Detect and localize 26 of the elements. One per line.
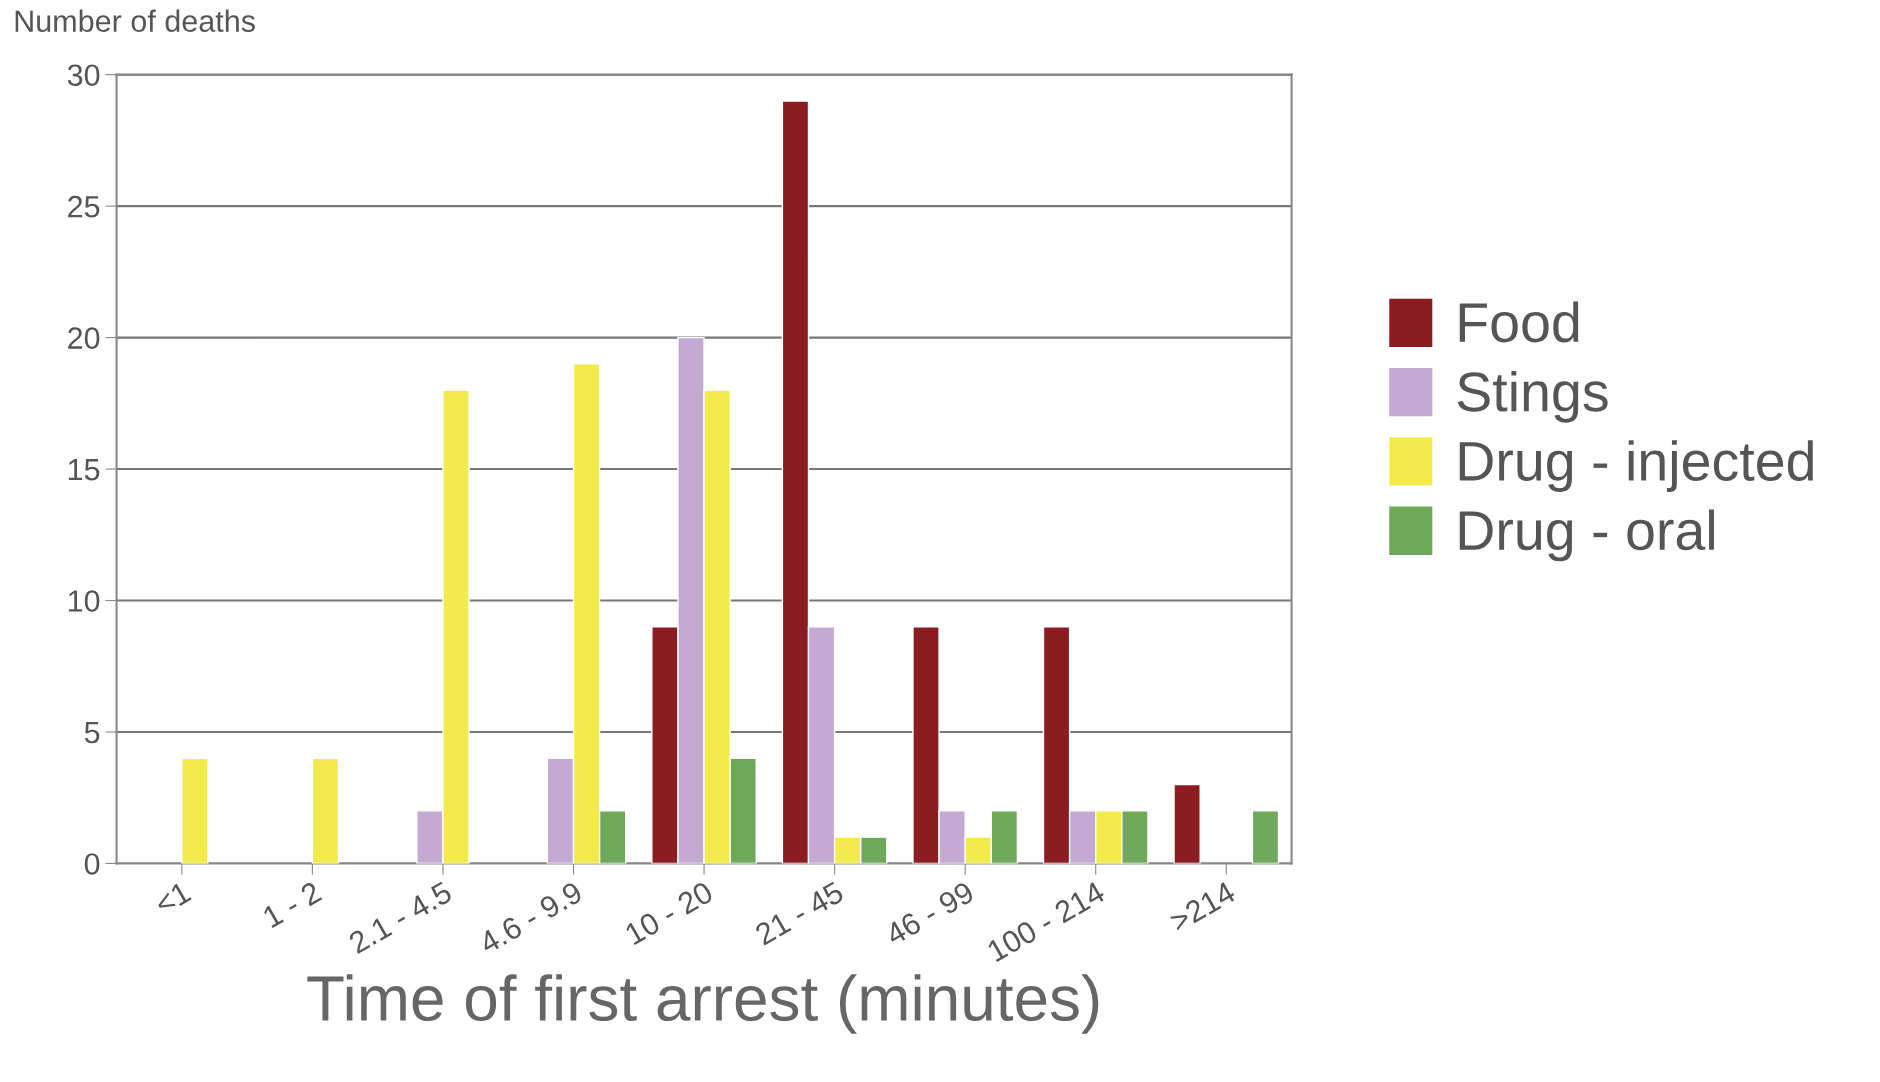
x-tick-label: 46 - 99 (883, 880, 976, 947)
x-tick-label: 1 - 2 (261, 880, 323, 928)
legend-label: Drug - injected (1459, 440, 1813, 492)
bar (181, 757, 209, 864)
y-tick-label: 20 (68, 327, 100, 349)
x-tick-label: 21 - 45 (753, 880, 845, 946)
x-tick-label: 2.1 - 4.5 (347, 880, 454, 955)
bar (1173, 783, 1201, 864)
legend-label: Drug - oral (1459, 509, 1714, 562)
legend-label: Food (1459, 301, 1579, 343)
bar (311, 757, 340, 864)
legend-label: Stings (1457, 370, 1608, 423)
x-tick-label: 4.6 - 9.9 (477, 880, 584, 955)
y-tick-label: 30 (67, 64, 100, 87)
y-tick-label: 0 (84, 853, 100, 875)
y-axis-title: Number of deaths (15, 9, 255, 33)
y-tick-label: 15 (68, 459, 100, 481)
y-tick-label: 10 (68, 590, 100, 612)
x-tick-label: 100 - 214 (986, 880, 1107, 963)
bar (1251, 810, 1280, 864)
x-axis-title: Time of first arrest (minutes) (307, 974, 1099, 1034)
x-tick-label: 10 - 20 (624, 880, 715, 946)
y-tick-label: 5 (84, 722, 100, 744)
y-tick-label: 25 (68, 195, 100, 218)
x-tick-label: <1 (153, 881, 192, 916)
x-tick-label: >214 (1168, 880, 1237, 933)
